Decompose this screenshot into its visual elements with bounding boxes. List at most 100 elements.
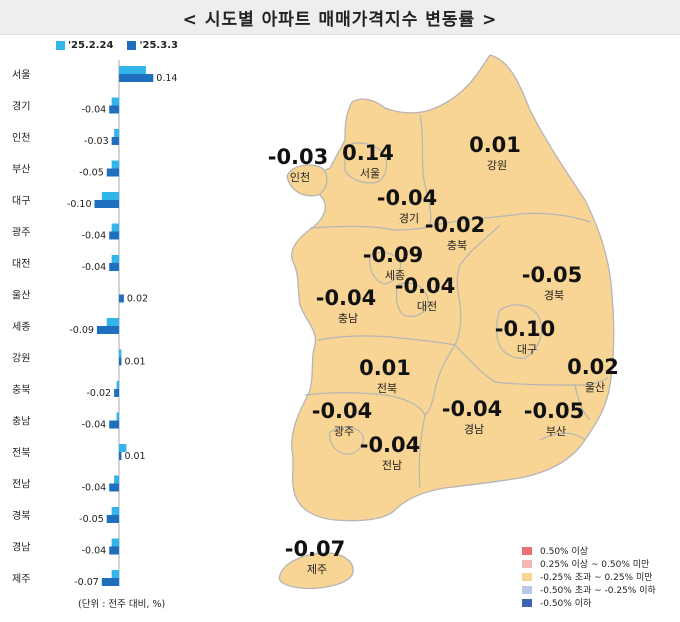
mainland-shape xyxy=(291,54,615,522)
bar-prev xyxy=(111,570,119,578)
map-legend-label: 0.25% 이상 ~ 0.50% 미만 xyxy=(540,560,650,570)
category-label: 대전 xyxy=(12,258,30,270)
map-legend-item: -0.50% 초과 ~ -0.25% 이하 xyxy=(522,583,656,596)
region-name: 광주 xyxy=(334,425,354,438)
region-name: 경북 xyxy=(544,289,564,302)
border-jeonbuk-jeonnam xyxy=(304,392,426,416)
category-label: 인천 xyxy=(12,132,30,144)
legend-item-prev: '25.2.24 xyxy=(56,40,113,51)
region-value: -0.05 xyxy=(524,399,585,423)
bar-prev xyxy=(111,538,119,547)
bar-prev xyxy=(111,255,119,263)
category-label: 강원 xyxy=(12,353,30,365)
data-label: 0.02 xyxy=(127,294,148,305)
category-label: 경북 xyxy=(12,509,30,522)
map-legend: 0.50% 이상 0.25% 이상 ~ 0.50% 미만 -0.25% 초과 ~… xyxy=(522,544,656,609)
category-label: 제주 xyxy=(12,573,30,585)
bar-curr xyxy=(119,74,154,82)
bar-prev xyxy=(111,507,119,515)
region-value: -0.03 xyxy=(268,145,329,169)
data-label: -0.07 xyxy=(74,577,99,588)
data-label: -0.03 xyxy=(84,136,109,147)
data-label: -0.04 xyxy=(82,262,107,273)
chart-title: < 시도별 아파트 매매가격지수 변동률 > xyxy=(182,9,498,30)
region-value: -0.04 xyxy=(316,286,377,310)
category-label: 부산 xyxy=(12,164,30,176)
bar-curr xyxy=(114,389,119,397)
border-jeonnam-gyeongnam xyxy=(418,414,426,489)
map-legend-swatch xyxy=(522,598,532,607)
bar-curr xyxy=(109,105,119,114)
map-legend-item: -0.50% 이하 xyxy=(522,596,656,609)
bar-prev xyxy=(114,129,119,137)
bar-prev xyxy=(119,66,146,74)
region-value: -0.04 xyxy=(442,397,503,421)
bar-prev xyxy=(111,160,119,169)
region-value: -0.07 xyxy=(285,537,346,561)
region-value: -0.04 xyxy=(395,274,456,298)
bar-prev xyxy=(114,475,119,484)
map-legend-label: -0.25% 초과 ~ 0.25% 미만 xyxy=(540,573,653,583)
category-label: 대구 xyxy=(12,195,30,207)
bar-curr xyxy=(106,168,119,177)
border-gyeongbuk-gyeongnam xyxy=(454,344,609,386)
legend-swatch-prev xyxy=(56,40,65,50)
bar-prev xyxy=(116,381,119,389)
map-legend-item: 0.50% 이상 xyxy=(522,544,656,557)
legend-swatch-curr xyxy=(127,40,137,50)
bar-curr xyxy=(109,231,119,240)
region-name: 서울 xyxy=(360,167,380,180)
map-legend-swatch xyxy=(522,585,532,594)
bar-curr xyxy=(111,137,119,145)
bar-curr xyxy=(109,263,119,271)
border-sejong xyxy=(369,251,401,285)
legend-label-prev: '25.2.24 xyxy=(68,40,114,51)
bar-chart: 서울 0.14 경기 -0.04 인천 -0.03 부산 -0.05 대구 -0.10 광주 -0.0… xyxy=(12,60,177,588)
data-label: -0.04 xyxy=(82,420,107,431)
category-label: 세종 xyxy=(12,321,30,333)
border-gyeonggi-south xyxy=(309,223,441,231)
region-value: -0.05 xyxy=(522,263,583,287)
category-label: 전남 xyxy=(12,479,30,491)
data-label: -0.04 xyxy=(82,231,107,242)
bar-prev xyxy=(111,223,119,232)
region-value: 0.01 xyxy=(359,356,411,380)
bar-curr xyxy=(119,294,124,303)
region-value: -0.04 xyxy=(377,186,438,210)
data-label: -0.05 xyxy=(79,514,104,525)
region-value: -0.09 xyxy=(363,243,424,267)
region-name: 부산 xyxy=(546,425,566,438)
border-seoul xyxy=(344,142,388,184)
map-legend-swatch xyxy=(522,559,532,568)
region-value: -0.04 xyxy=(360,433,421,457)
bar-curr xyxy=(101,578,119,586)
bar-curr xyxy=(119,452,122,460)
category-label: 충북 xyxy=(12,384,30,396)
border-daegu xyxy=(496,304,543,359)
region-name: 강원 xyxy=(487,159,507,172)
incheon-shape xyxy=(286,164,328,197)
data-label: 0.01 xyxy=(124,357,145,368)
bar-curr xyxy=(109,483,119,492)
region-name: 충남 xyxy=(338,312,358,325)
category-label: 서울 xyxy=(12,69,30,81)
map-legend-swatch xyxy=(522,546,532,555)
border-chungbuk-gangwon xyxy=(439,212,591,225)
border-jeonbuk-gyeongnam xyxy=(424,344,456,416)
category-label: 경기 xyxy=(12,100,30,113)
bar-curr xyxy=(94,200,119,208)
category-label: 경남 xyxy=(12,541,30,554)
region-name: 경남 xyxy=(464,423,484,436)
legend-item-curr: '25.3.3 xyxy=(127,40,178,51)
map-borders xyxy=(304,114,609,489)
region-value: -0.04 xyxy=(312,399,373,423)
region-name: 경기 xyxy=(399,212,419,225)
border-ulsan xyxy=(574,384,591,421)
legend-label-curr: '25.3.3 xyxy=(139,40,178,51)
bar-curr xyxy=(106,515,119,523)
region-value: -0.02 xyxy=(425,213,486,237)
region-name: 전남 xyxy=(382,459,402,472)
border-busan xyxy=(539,432,586,441)
bar-curr xyxy=(109,546,119,555)
category-label: 충남 xyxy=(12,416,30,428)
